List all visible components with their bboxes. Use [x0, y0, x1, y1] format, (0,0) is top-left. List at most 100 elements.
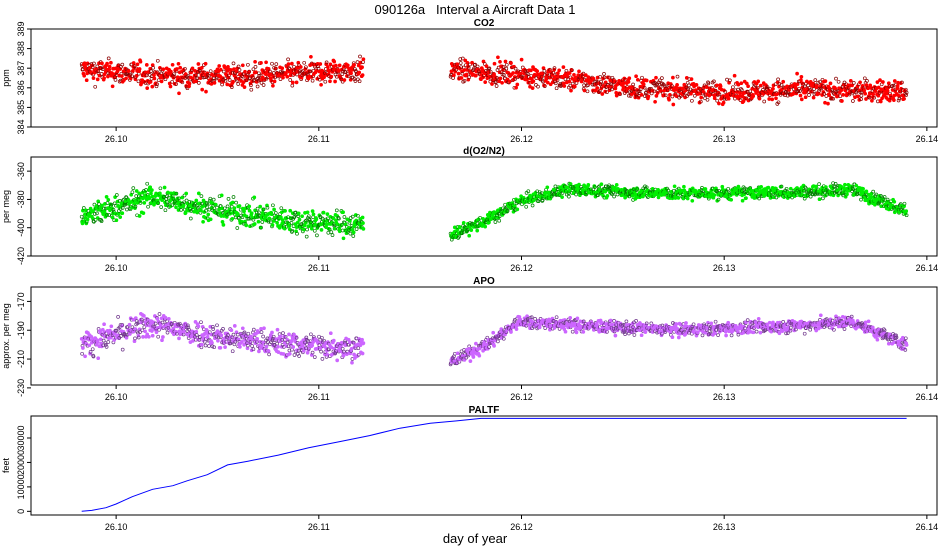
data-point: [554, 315, 559, 320]
data-point: [738, 90, 742, 95]
data-point: [164, 323, 169, 328]
data-point: [156, 78, 161, 83]
data-point: [900, 80, 904, 85]
data-point: [181, 203, 186, 208]
data-point: [458, 61, 463, 65]
data-point: [326, 230, 331, 235]
data-point: [225, 82, 230, 87]
data-point: [137, 214, 142, 218]
data-point: [261, 334, 265, 339]
data-point: [81, 206, 86, 210]
data-point: [330, 233, 335, 237]
data-point: [204, 208, 208, 213]
data-point: [574, 330, 579, 335]
data-point: [771, 86, 775, 91]
data-point: [80, 67, 85, 72]
data-point: [191, 339, 195, 343]
data-point: [141, 211, 146, 215]
data-point: [352, 352, 356, 357]
data-point: [177, 91, 181, 96]
data-point: [206, 212, 211, 217]
data-point: [292, 215, 296, 220]
data-point: [887, 98, 892, 103]
data-point: [250, 344, 254, 348]
data-point: [725, 77, 729, 82]
data-point: [240, 340, 244, 344]
data-point: [501, 64, 506, 69]
data-point: [456, 71, 461, 76]
data-point: [199, 194, 204, 198]
data-point: [169, 69, 173, 74]
data-point: [138, 59, 143, 64]
data-point: [213, 202, 218, 207]
data-point: [241, 80, 246, 84]
data-point: [896, 98, 901, 103]
data-point: [568, 315, 573, 320]
data-point: [642, 85, 647, 90]
data-point: [127, 322, 132, 327]
data-point: [686, 87, 690, 91]
data-point: [692, 93, 697, 98]
y-tick-label: 384: [16, 119, 26, 134]
data-point: [83, 354, 87, 359]
data-point: [490, 82, 494, 86]
data-point: [91, 209, 95, 213]
data-point: [653, 99, 657, 104]
data-point: [658, 85, 663, 89]
data-point: [565, 185, 570, 190]
data-point: [799, 97, 804, 102]
data-point: [333, 79, 337, 84]
data-point: [816, 91, 821, 96]
data-point: [85, 217, 90, 222]
data-point: [259, 61, 263, 65]
data-point: [545, 80, 550, 85]
data-point: [827, 93, 832, 98]
data-point: [255, 337, 260, 341]
data-point: [904, 90, 909, 95]
data-point: [194, 333, 199, 337]
data-point: [345, 217, 350, 222]
x-tick-label: 26.10: [105, 134, 128, 144]
data-point: [134, 189, 139, 193]
data-point: [219, 333, 224, 338]
data-point: [577, 182, 581, 187]
data-point: [331, 338, 336, 343]
data-point: [135, 62, 140, 67]
data-point: [334, 208, 339, 213]
y-tick-label: -380: [16, 190, 26, 208]
data-point: [682, 90, 686, 95]
data-point: [496, 339, 500, 344]
data-point: [154, 84, 159, 89]
data-point: [196, 81, 201, 85]
data-point: [781, 79, 786, 84]
data-point: [207, 344, 211, 348]
data-point: [178, 65, 183, 70]
data-point: [147, 196, 152, 201]
data-point: [862, 88, 867, 93]
data-point: [670, 335, 675, 340]
data-point: [216, 338, 220, 343]
data-point: [341, 210, 345, 215]
data-point: [846, 85, 851, 90]
data-point: [539, 74, 544, 79]
data-point: [323, 79, 328, 84]
data-point: [90, 347, 95, 352]
data-point: [190, 66, 195, 71]
data-point: [150, 329, 154, 333]
data-point: [785, 93, 790, 98]
data-point: [355, 60, 360, 64]
data-point: [468, 359, 473, 363]
data-point: [110, 84, 115, 89]
data-point: [251, 67, 256, 72]
data-point: [154, 330, 159, 335]
data-point: [258, 73, 263, 78]
data-point: [163, 77, 168, 82]
data-point: [293, 222, 298, 226]
data-point: [237, 68, 242, 72]
data-point: [360, 65, 364, 70]
data-point: [210, 340, 214, 345]
data-point: [242, 85, 247, 89]
data-point: [164, 203, 168, 208]
data-point: [226, 197, 231, 201]
data-point: [151, 65, 156, 70]
